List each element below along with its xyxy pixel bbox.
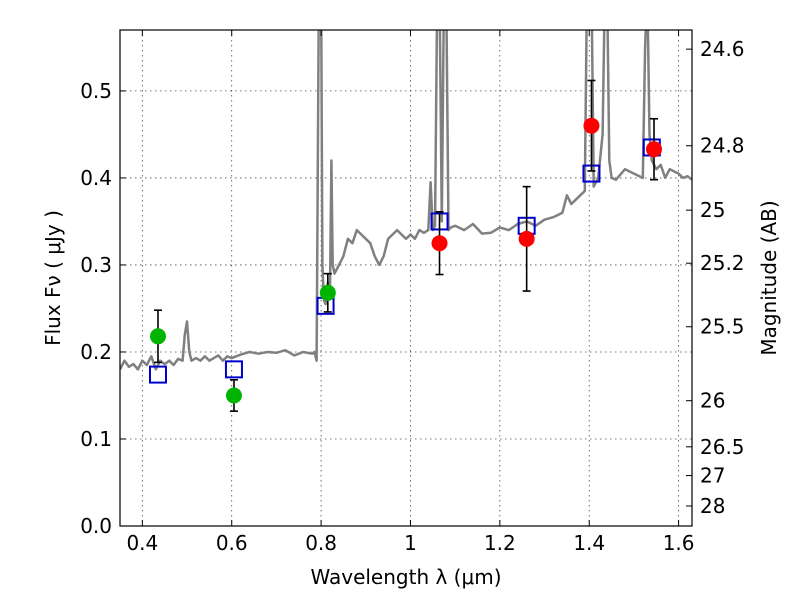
- y-tick-label: 0.0: [80, 514, 112, 538]
- nir-data-point: [646, 141, 663, 158]
- right-tick-label: 26.5: [700, 435, 745, 459]
- nir-data-point: [518, 230, 535, 247]
- x-tick-label: 0.8: [305, 531, 337, 555]
- x-tick-label: 0.4: [126, 531, 158, 555]
- y-tick-label: 0.1: [80, 427, 112, 451]
- spectrum-line: [120, 30, 692, 371]
- model-photometry-square: [224, 360, 243, 379]
- right-tick-label: 26: [700, 389, 725, 413]
- plot-frame: [119, 29, 693, 527]
- optical-data-point: [319, 284, 336, 301]
- right-tick-label: 25: [700, 198, 725, 222]
- right-tick-label: 28: [700, 494, 725, 518]
- right-tick-label: 25.2: [700, 251, 745, 275]
- right-tick-label: 27: [700, 464, 725, 488]
- y-tick-label: 0.3: [80, 253, 112, 277]
- right-tick-label: 25.5: [700, 315, 745, 339]
- y-tick-label: 0.2: [80, 340, 112, 364]
- y-tick-label: 0.4: [80, 166, 112, 190]
- x-tick-label: 1: [404, 531, 417, 555]
- y-axis-right-label: Magnitude (AB): [757, 200, 781, 355]
- x-tick-label: 1.4: [573, 531, 605, 555]
- data-layer: [120, 30, 692, 412]
- right-tick-label: 24.6: [700, 37, 745, 61]
- x-tick-label: 1.6: [663, 531, 695, 555]
- optical-data-point: [149, 328, 166, 345]
- x-tick-label: 1.2: [484, 531, 516, 555]
- nir-data-point: [583, 117, 600, 134]
- right-tick-label: 24.8: [700, 134, 745, 158]
- optical-data-point: [225, 387, 242, 404]
- y-axis-label: Flux Fν ( μJy ): [41, 210, 65, 346]
- x-axis-label: Wavelength λ (μm): [310, 565, 501, 589]
- model-photometry-square: [148, 365, 167, 384]
- x-tick-label: 0.6: [216, 531, 248, 555]
- nir-data-point: [431, 235, 448, 252]
- y-tick-label: 0.5: [80, 79, 112, 103]
- plot-area: [120, 30, 692, 526]
- ticks: 0.4 0.6 0.8 1 1.2 1.4 1.6 0.0 0.1 0.2 0.3 0.4 0.5 24.…: [80, 30, 745, 555]
